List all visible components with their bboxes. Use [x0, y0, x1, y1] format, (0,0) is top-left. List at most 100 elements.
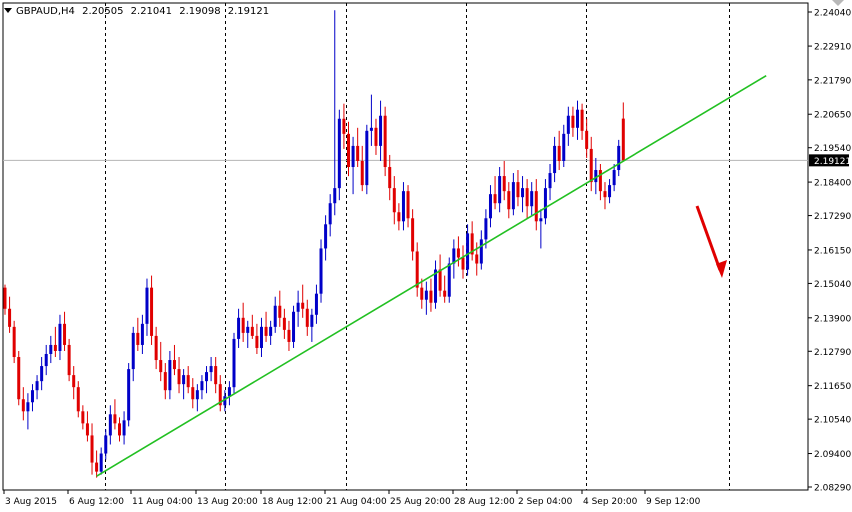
candle-body: [351, 145, 355, 168]
candle-body: [383, 115, 387, 168]
candle-body: [342, 118, 346, 134]
candle-body: [424, 290, 428, 300]
candle-body: [475, 254, 479, 264]
candle-body: [85, 423, 89, 436]
candle-body: [337, 118, 341, 189]
candle-body: [53, 344, 57, 351]
candle-body: [163, 372, 167, 391]
candle-body: [415, 251, 419, 288]
candle-body: [356, 145, 360, 161]
x-tick-label: 25 Aug 20:00: [390, 497, 451, 507]
candle-body: [397, 212, 401, 222]
y-tick-label: 2.20650: [814, 111, 851, 121]
scroll-shift-icon[interactable]: [832, 0, 844, 6]
candle-body: [319, 248, 323, 294]
y-tick-label: 2.18400: [814, 179, 851, 189]
x-tick-label: 18 Aug 12:00: [262, 497, 323, 507]
candle-body: [95, 462, 99, 472]
candle-body: [12, 326, 16, 358]
candle-body: [223, 396, 227, 406]
plot-frame: [2, 2, 809, 491]
candle-body: [250, 326, 254, 336]
candle-body: [232, 338, 236, 388]
ohlc-open: 2.20505: [82, 6, 124, 17]
candle-body: [621, 118, 625, 161]
candle-body: [548, 173, 552, 189]
red-arrow-head-icon: [716, 260, 727, 278]
symbol-timeframe: GBPAUD,H4: [16, 6, 75, 17]
candle-body: [191, 387, 195, 400]
candle-body: [392, 188, 396, 213]
y-tick-label: 2.17290: [814, 212, 851, 222]
candle-body: [438, 269, 442, 291]
candle-body: [314, 293, 318, 315]
candle-body: [195, 390, 199, 400]
candle-body: [534, 191, 538, 222]
x-tick-label: 11 Aug 04:00: [132, 497, 193, 507]
candle-body: [493, 194, 497, 204]
y-tick-label: 2.10540: [814, 416, 851, 426]
candle-body: [3, 287, 7, 309]
candle-body: [576, 109, 579, 128]
candle-body: [278, 305, 282, 318]
x-tick-label: 4 Sep 20:00: [583, 497, 638, 507]
candle-body: [411, 218, 415, 252]
candle-body: [516, 182, 520, 198]
current-price-label: 2.19121: [814, 157, 851, 167]
candle-body: [484, 218, 488, 240]
candle-body: [108, 414, 112, 436]
candle-body: [218, 384, 222, 406]
y-tick-label: 2.21790: [814, 76, 851, 86]
y-tick-label: 2.19540: [814, 144, 851, 154]
candle-body: [617, 145, 621, 171]
candle-body: [118, 423, 121, 436]
candle-body: [310, 314, 314, 327]
candle-body: [282, 317, 286, 330]
candle-body: [429, 290, 433, 303]
candle-body: [434, 269, 438, 303]
candle-body: [63, 323, 67, 345]
y-tick-label: 2.13900: [814, 314, 851, 324]
y-tick-label: 2.12790: [814, 348, 851, 358]
candle-body: [401, 191, 405, 222]
candle-body: [608, 185, 612, 198]
candle-body: [333, 188, 337, 204]
candle-body: [612, 170, 616, 186]
candle-body: [177, 369, 181, 385]
candle-body: [443, 290, 447, 297]
candle-body: [456, 248, 460, 258]
candle-body: [145, 287, 149, 324]
candle-body: [420, 287, 424, 300]
x-tick-label: 28 Aug 12:00: [454, 497, 515, 507]
candle-body: [379, 115, 383, 146]
candle-body: [502, 176, 506, 192]
current-price-box: [809, 154, 849, 167]
y-tick-label: 2.15040: [814, 280, 851, 290]
y-tick-label: 2.08290: [814, 484, 851, 494]
candle-body: [205, 372, 209, 382]
candle-body: [525, 188, 529, 207]
candle-body: [269, 326, 273, 336]
candle-body: [292, 311, 296, 342]
candle-body: [40, 366, 44, 382]
candle-body: [26, 402, 30, 412]
candle-body: [214, 366, 218, 385]
dropdown-arrow-icon[interactable]: [4, 7, 12, 13]
candle-body: [507, 191, 511, 210]
candle-body: [539, 218, 543, 222]
candle-body: [470, 233, 474, 255]
candle-body: [8, 308, 12, 327]
candle-body: [227, 387, 231, 397]
candle-body: [140, 323, 144, 345]
candle-body: [287, 329, 291, 342]
candle-body: [388, 167, 392, 189]
candle-body: [553, 145, 557, 174]
x-tick-label: 3 Aug 2015: [5, 497, 57, 507]
y-tick-label: 2.24040: [814, 9, 851, 19]
candle-body: [209, 366, 213, 373]
trendline: [96, 74, 767, 477]
candle-body: [159, 360, 163, 373]
candle-body: [246, 326, 250, 333]
